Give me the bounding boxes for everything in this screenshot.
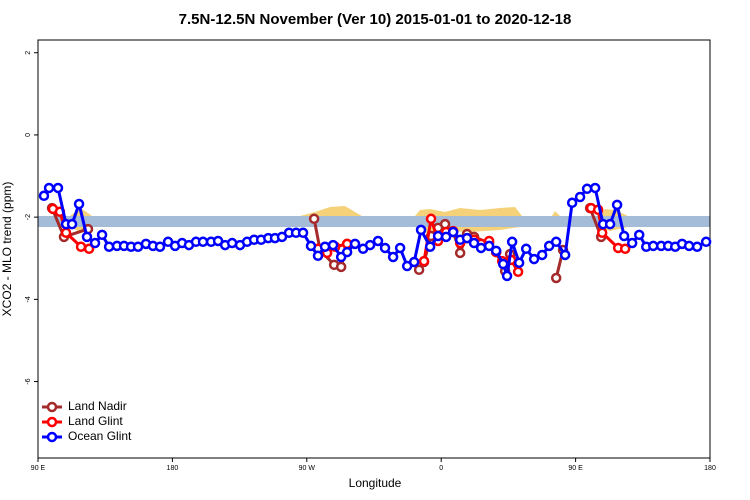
data-point: [490, 245, 502, 257]
data-point: [89, 237, 101, 249]
land-area: [70, 206, 628, 216]
data-point: [633, 229, 645, 241]
data-point: [528, 253, 540, 265]
band: [38, 216, 710, 227]
data-point: [43, 182, 55, 194]
data-point: [38, 190, 50, 202]
x-tick-label: 90 E: [568, 465, 583, 472]
data-point: [305, 240, 317, 252]
data-point: [581, 183, 593, 195]
y-tick-label: -6: [25, 378, 32, 384]
data-point: [379, 242, 391, 254]
data-point: [447, 226, 459, 238]
data-point: [454, 247, 466, 259]
data-point: [319, 241, 331, 252]
data-point: [574, 191, 586, 203]
land-area: [70, 227, 628, 233]
data-point: [520, 243, 532, 255]
chart-title: 7.5N-12.5N November (Ver 10) 2015-01-01 …: [179, 11, 572, 28]
legend-marker: [46, 401, 58, 413]
data-point: [596, 227, 608, 239]
x-axis-label: Longitude: [349, 476, 402, 490]
data-point: [604, 218, 616, 230]
data-point: [425, 213, 437, 225]
data-point: [483, 240, 495, 252]
data-point: [197, 236, 209, 248]
x-tick-label: 180: [167, 465, 179, 472]
legend-marker: [46, 416, 58, 428]
data-point: [536, 249, 548, 261]
data-point: [413, 264, 425, 276]
data-point: [468, 237, 480, 249]
data-point: [75, 241, 87, 252]
data-point: [440, 231, 452, 243]
data-point: [550, 236, 562, 248]
data-point: [308, 213, 320, 225]
data-point: [497, 258, 509, 270]
data-point: [619, 243, 631, 255]
y-tick-label: -4: [25, 296, 32, 302]
data-point: [700, 236, 712, 248]
data-point: [626, 237, 638, 249]
data-point: [566, 197, 578, 209]
data-point: [394, 242, 406, 254]
data-point: [432, 230, 444, 242]
y-tick-label: 0: [25, 133, 32, 137]
data-point: [513, 257, 525, 269]
data-point: [81, 231, 93, 243]
data-point: [335, 261, 347, 273]
data-point: [683, 240, 695, 252]
data-point: [60, 227, 72, 239]
data-point: [83, 243, 95, 255]
data-point: [424, 241, 436, 252]
data-point: [327, 239, 339, 251]
data-point: [589, 182, 601, 194]
legend-label: Land Glint: [68, 414, 123, 428]
data-point: [154, 241, 166, 252]
data-point: [475, 242, 487, 254]
x-tick-label: 180: [704, 465, 716, 472]
data-point: [691, 241, 703, 252]
data-point: [611, 199, 623, 211]
data-point: [96, 229, 108, 241]
data-point: [418, 255, 430, 267]
x-tick-label: 90 E: [31, 465, 46, 472]
data-point: [501, 270, 513, 282]
data-point: [73, 198, 85, 210]
data-point: [364, 239, 376, 251]
plot: [38, 182, 712, 284]
data-point: [461, 232, 473, 244]
legend-label: Land Nadir: [68, 399, 127, 413]
data-point: [559, 249, 571, 261]
data-point: [52, 182, 64, 194]
x-tick-label: 0: [439, 465, 443, 472]
y-tick-label: -2: [25, 214, 32, 220]
data-point: [618, 230, 630, 242]
data-point: [512, 266, 524, 278]
data-point: [387, 251, 399, 263]
background-band: [38, 206, 710, 233]
legend-label: Ocean Glint: [68, 429, 132, 443]
data-point: [506, 236, 518, 248]
y-axis-label: XCO2 - MLO trend (ppm): [0, 182, 14, 317]
plot-frame: [37, 39, 711, 459]
data-point: [550, 272, 562, 284]
data-point: [66, 218, 78, 230]
data-point: [349, 238, 361, 250]
data-point: [415, 224, 427, 236]
data-point: [408, 256, 420, 268]
data-point: [312, 250, 324, 262]
data-point: [297, 227, 309, 239]
data-point: [341, 246, 353, 258]
data-point: [372, 235, 384, 247]
y-tick-label: 2: [25, 51, 32, 55]
legend-marker: [46, 431, 58, 443]
x-tick-label: 90 W: [299, 465, 316, 472]
